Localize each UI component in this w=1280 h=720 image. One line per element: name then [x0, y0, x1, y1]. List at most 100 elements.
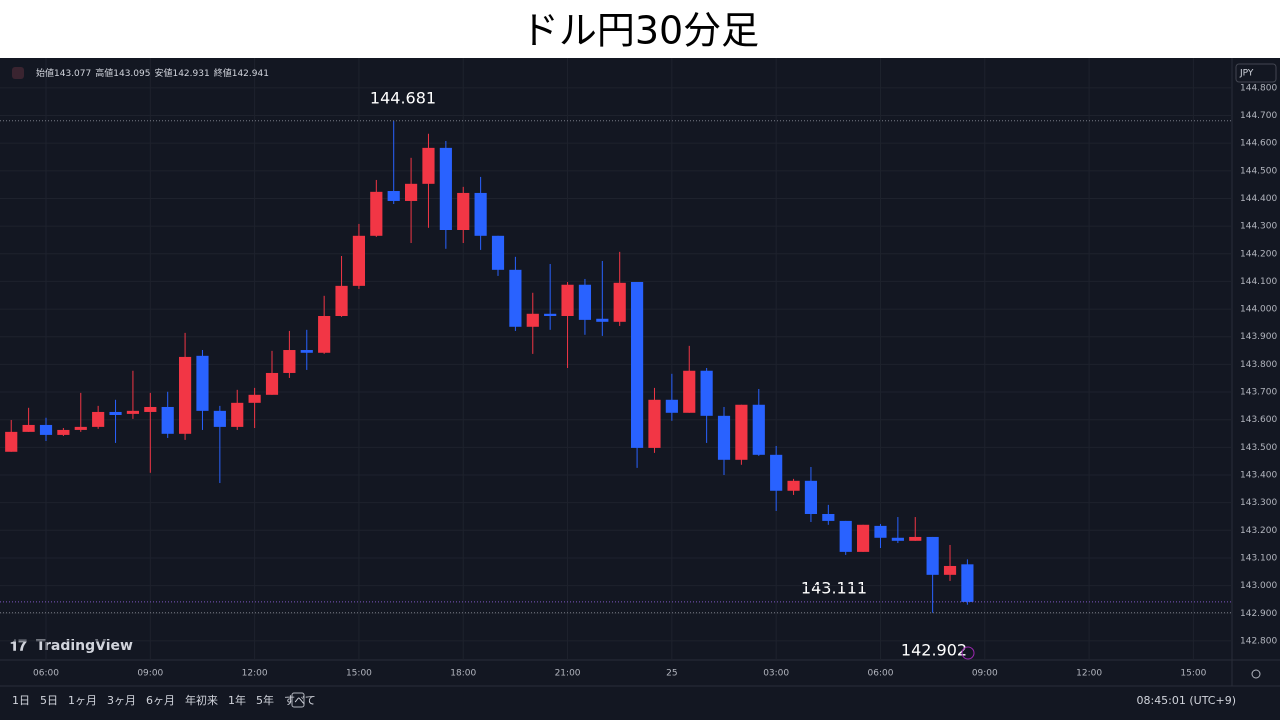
y-tick-label: 144.300: [1240, 222, 1277, 232]
y-tick-label: 144.600: [1240, 139, 1277, 149]
x-tick-label: 06:00: [33, 669, 59, 679]
candle-body: [439, 147, 452, 230]
y-tick-label: 143.200: [1240, 526, 1277, 536]
range-button[interactable]: 5日: [40, 694, 58, 707]
candle-body: [526, 313, 539, 327]
candle-body: [300, 350, 313, 353]
x-tick-label: 09:00: [137, 669, 163, 679]
y-tick-label: 144.200: [1240, 249, 1277, 259]
y-tick-label: 144.700: [1240, 111, 1277, 121]
candle-body: [74, 426, 87, 430]
candle-body: [665, 399, 678, 413]
candle-body: [352, 235, 366, 286]
annotation: 144.681: [370, 89, 436, 108]
currency-label[interactable]: JPY: [1239, 69, 1254, 79]
candle-body: [544, 313, 557, 316]
y-tick-label: 143.400: [1240, 471, 1277, 481]
candle-body: [509, 269, 522, 327]
candle-body: [109, 411, 122, 415]
y-tick-label: 142.800: [1240, 636, 1277, 646]
candle-body: [961, 564, 974, 602]
ohlc-value: 142.931: [172, 69, 209, 79]
x-tick-label: 15:00: [346, 669, 372, 679]
candle-body: [196, 355, 209, 411]
candle-body: [631, 281, 644, 448]
ohlc-value: 143.095: [113, 69, 150, 79]
candle-body: [126, 410, 140, 414]
y-tick-label: 144.400: [1240, 194, 1277, 204]
y-tick-label: 144.800: [1240, 83, 1277, 93]
x-tick-label: 25: [666, 669, 677, 679]
y-tick-label: 143.600: [1240, 415, 1277, 425]
y-tick-label: 142.900: [1240, 609, 1277, 619]
candle-body: [422, 147, 435, 184]
range-button[interactable]: 年初来: [185, 693, 218, 707]
candle-body: [926, 536, 939, 575]
candle-body: [248, 394, 261, 403]
range-button[interactable]: すべて: [284, 694, 316, 707]
candle-body: [39, 424, 53, 435]
candles: [5, 120, 974, 613]
candle-body: [22, 424, 35, 432]
range-button[interactable]: 3ヶ月: [107, 694, 136, 707]
range-button[interactable]: 5年: [256, 693, 274, 707]
x-tick-label: 12:00: [1076, 669, 1102, 679]
y-tick-label: 143.100: [1240, 553, 1277, 563]
candle-body: [804, 480, 818, 514]
y-tick-label: 143.800: [1240, 360, 1277, 370]
y-tick-label: 143.000: [1240, 581, 1277, 591]
x-tick-label: 15:00: [1180, 669, 1206, 679]
chart-title: ドル円30分足: [521, 9, 759, 53]
candle-body: [283, 350, 296, 373]
range-button[interactable]: 1年: [228, 693, 246, 707]
candle-body: [474, 192, 487, 236]
candle-body: [404, 183, 418, 201]
x-tick-label: 12:00: [242, 669, 268, 679]
candle-body: [178, 356, 192, 434]
candle-body: [717, 415, 731, 460]
candle-body: [370, 191, 383, 236]
candle-body: [909, 536, 922, 541]
candle-body: [213, 410, 226, 427]
date-range-button[interactable]: [291, 692, 305, 708]
candle-body: [735, 404, 748, 460]
candle-body: [787, 480, 800, 491]
range-button[interactable]: 6ヶ月: [146, 694, 175, 707]
event-icon[interactable]: [961, 646, 975, 660]
candle-body: [335, 285, 348, 316]
clock: 08:45:01 (UTC+9): [1136, 694, 1236, 707]
symbol-icon: [12, 67, 24, 79]
candle-body: [578, 284, 592, 320]
candle-body: [874, 525, 887, 538]
ohlc-label: 安値: [154, 67, 172, 79]
candle-body: [144, 406, 157, 412]
settings-button[interactable]: [1251, 669, 1261, 679]
candle-body: [822, 513, 835, 521]
x-tick-label: 21:00: [555, 669, 581, 679]
candle-body: [387, 191, 400, 201]
candle-body: [700, 370, 713, 416]
candle-body: [231, 402, 244, 427]
x-tick-label: 09:00: [972, 669, 998, 679]
candle-body: [457, 192, 470, 230]
ohlc-label: 始値: [36, 67, 54, 79]
y-tick-label: 143.500: [1240, 443, 1277, 453]
ohlc-label: 終値: [214, 67, 232, 79]
candle-body: [161, 406, 174, 434]
annotation: 143.111: [801, 579, 867, 598]
currency-dropdown[interactable]: [1235, 63, 1277, 83]
candle-body: [857, 524, 870, 552]
range-button[interactable]: 1日: [12, 694, 30, 707]
candle-body: [5, 431, 18, 452]
y-tick-label: 144.500: [1240, 166, 1277, 176]
candle-body: [561, 284, 574, 316]
candle-body: [613, 282, 626, 322]
logo-mark: 𝟏𝟕: [10, 637, 27, 655]
x-tick-label: 03:00: [763, 669, 789, 679]
candle-body: [265, 372, 279, 395]
candle-body: [891, 537, 904, 541]
ohlc-header: 始値143.077 高値143.095 安値142.931 終値142.941: [36, 67, 269, 79]
range-button[interactable]: 1ヶ月: [68, 694, 97, 707]
brand: TradingView: [36, 638, 133, 654]
